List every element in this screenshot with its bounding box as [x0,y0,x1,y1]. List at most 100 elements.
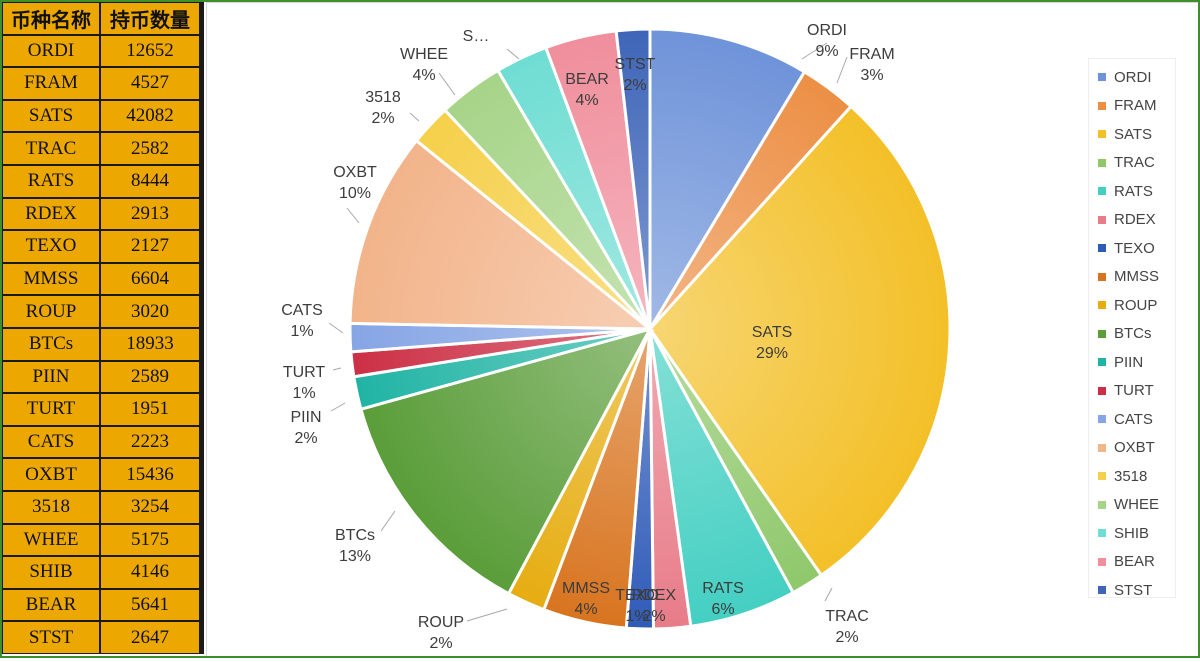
holding-amount-cell: 12652 [100,34,200,68]
header-coin-name: 币种名称 [2,2,100,35]
data-label-name: FRAM [849,46,894,63]
leader-line [438,72,456,96]
coin-name-cell: RATS [2,164,100,198]
legend-item: TRAC [1089,149,1175,178]
data-label-name: RATS [702,580,743,597]
legend-item: PIIN [1089,348,1175,377]
legend-item: BTCs [1089,320,1175,349]
holding-amount-cell: 15436 [100,458,200,491]
coin-name-cell: RDEX [2,197,100,231]
legend-label: SHIB [1114,524,1150,542]
legend-swatch [1098,586,1106,595]
coin-name-cell: WHEE [2,523,100,557]
data-label-name: PIIN [290,409,321,426]
holding-amount-cell: 2127 [100,230,200,263]
legend-swatch [1098,215,1106,224]
holdings-table: 币种名称 持币数量 ORDI 12652 FRAM 4527 SATS 42082 TRAC… [2,2,200,654]
legend-item: ORDI [1089,63,1175,92]
coin-name-cell: ROUP [2,295,100,328]
legend-item: FRAM [1089,92,1175,121]
coin-name-cell: TURT [2,393,100,426]
holding-amount-cell: 8444 [100,164,200,198]
data-label-name: ROUP [418,614,464,631]
legend-swatch [1098,272,1106,281]
holding-amount-cell: 18933 [100,327,200,361]
legend-item: TEXO [1089,234,1175,263]
table-row: RATS 8444 [2,164,200,198]
data-label-percent: 1% [292,385,315,402]
legend-item: ROUP [1089,291,1175,320]
data-label-percent: 3% [860,67,883,84]
data-label-percent: 2% [835,629,858,646]
holding-amount-cell: 2223 [100,425,200,459]
data-label-percent: 1% [625,608,648,625]
coin-name-cell: SHIB [2,556,100,589]
data-label-name: TRAC [825,608,869,625]
data-label-name: OXBT [333,164,377,181]
holding-amount-cell: 2582 [100,132,200,165]
holding-amount-cell: 3254 [100,490,200,524]
data-label-percent: 4% [412,67,435,84]
legend-label: WHEE [1114,496,1159,514]
data-label-name: TURT [283,364,326,381]
pie-slice-oxbt [348,138,655,331]
legend-swatch [1098,130,1106,139]
leader-line [801,42,828,60]
holding-amount-cell: 42082 [100,99,200,133]
legend-item: MMSS [1089,263,1175,292]
legend-swatch [1098,187,1106,196]
data-label-percent: 2% [429,635,452,652]
holding-amount-cell: 1951 [100,393,200,426]
legend-item: STST [1089,576,1175,605]
data-label-percent: 4% [574,601,597,618]
leader-line [409,112,420,122]
legend-swatch [1098,443,1106,452]
data-label-name: CATS [281,302,322,319]
holding-amount-cell: 2589 [100,360,200,394]
data-label-percent: 2% [642,608,665,625]
holding-amount-cell: 6604 [100,262,200,296]
table-row: SHIB 4146 [2,556,200,589]
holding-amount-cell: 5175 [100,523,200,557]
legend-swatch [1098,557,1106,566]
data-label-percent: 2% [623,77,646,94]
pie-slice-ordi [648,27,807,335]
table-row: BEAR 5641 [2,588,200,622]
holding-amount-cell: 2647 [100,621,200,654]
data-label-percent: 13% [339,548,371,565]
holding-amount-cell: 3020 [100,295,200,328]
data-label-name: S… [463,28,490,45]
legend-item: BEAR [1089,548,1175,577]
pie-chart: ORDI 9% FRAM 3% SATS 29% TRAC 2% RATS 6% RDEX 2% TEX… [281,22,952,652]
data-label-name: 3518 [365,89,401,106]
data-label-name: WHEE [400,46,448,63]
legend-label: CATS [1114,410,1153,428]
table-row: CATS 2223 [2,425,200,459]
leader-line [506,48,520,60]
legend-item: RDEX [1089,206,1175,235]
legend-label: TRAC [1114,154,1155,172]
leader-line [466,608,508,622]
leader-line [380,510,396,532]
legend-label: TURT [1114,382,1154,400]
data-label-percent: 9% [815,43,838,60]
data-label-name: BEAR [565,71,609,88]
pie-slice-btcs [359,326,653,596]
coin-name-cell: 3518 [2,490,100,524]
legend-swatch [1098,73,1106,82]
leader-line [328,322,344,334]
legend-label: BEAR [1114,553,1155,571]
legend-swatch [1098,358,1106,367]
data-label-name: RDEX [632,587,677,604]
legend-item: SATS [1089,120,1175,149]
coin-name-cell: PIIN [2,360,100,394]
data-label-percent: 10% [339,185,371,202]
chart-area: ORDI 9% FRAM 3% SATS 29% TRAC 2% RATS 6% RDEX 2% TEX… [206,2,1198,656]
table-row: SATS 42082 [2,99,200,133]
holding-amount-cell: 4146 [100,556,200,589]
data-label-percent: 6% [711,601,734,618]
table-row: TURT 1951 [2,393,200,426]
data-label-name: MMSS [562,580,610,597]
coin-name-cell: TEXO [2,230,100,263]
